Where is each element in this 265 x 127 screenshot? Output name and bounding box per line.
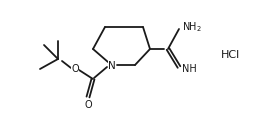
Text: NH: NH: [182, 64, 197, 74]
Text: HCl: HCl: [220, 50, 240, 60]
Text: N: N: [108, 61, 116, 71]
Text: NH$_2$: NH$_2$: [182, 20, 202, 34]
Text: O: O: [84, 100, 92, 110]
Text: O: O: [71, 64, 79, 74]
